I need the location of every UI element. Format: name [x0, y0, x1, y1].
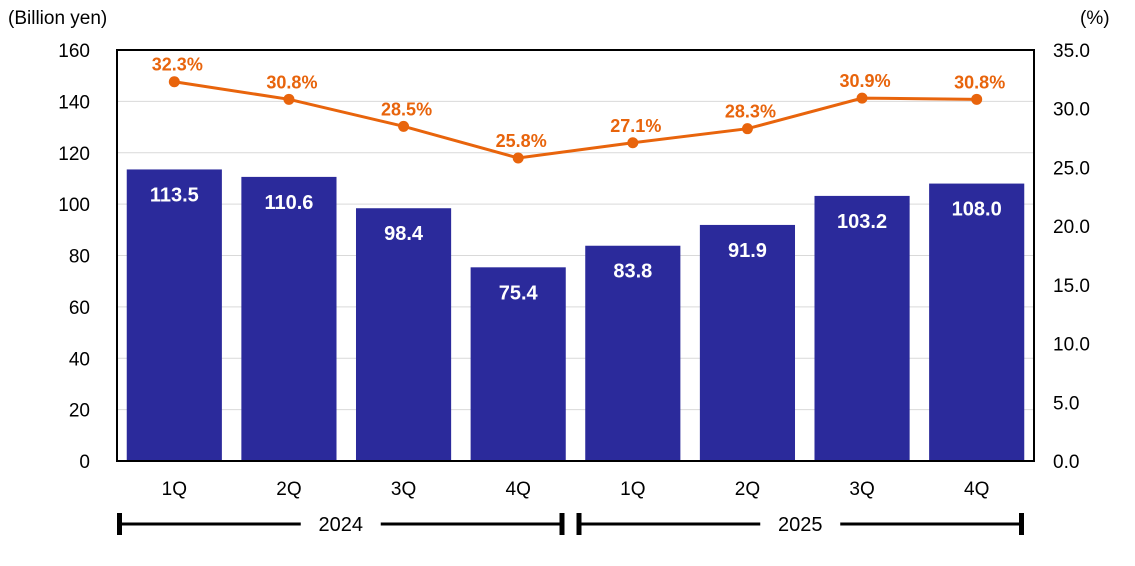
- bar: [126, 169, 222, 461]
- ratio-value-label: 25.8%: [496, 131, 547, 151]
- category-label: 4Q: [964, 479, 989, 500]
- category-label: 3Q: [391, 479, 416, 500]
- left-tick-label: 100: [58, 195, 90, 216]
- ratio-point: [512, 152, 524, 164]
- left-tick-label: 140: [58, 92, 90, 113]
- bracket-end: [1019, 513, 1024, 535]
- bar: [355, 208, 452, 461]
- bracket-end: [576, 513, 582, 535]
- right-tick-label: 20.0: [1053, 217, 1090, 238]
- category-label: 2Q: [735, 479, 760, 500]
- left-tick-label: 60: [69, 298, 90, 319]
- bar-value-label: 91.9: [728, 240, 767, 262]
- ratio-value-label: 30.8%: [266, 72, 317, 92]
- ratio-point: [627, 137, 639, 149]
- year-label: 2025: [778, 514, 823, 536]
- plot-frame: [116, 49, 1035, 462]
- x-axis: 1Q 2Q 3Q 4Q 1Q 2Q 3Q 4Q: [162, 479, 990, 500]
- ratio-point: [168, 76, 180, 88]
- bar: [699, 224, 796, 461]
- left-tick-label: 80: [69, 247, 90, 268]
- right-axis-unit: (%): [1080, 8, 1110, 29]
- bar: [585, 245, 681, 461]
- category-label: 3Q: [849, 479, 874, 500]
- year-label: 2024: [319, 514, 364, 536]
- right-tick-label: 5.0: [1053, 393, 1079, 414]
- ratio-point: [856, 92, 868, 104]
- bar-value-label: 83.8: [613, 261, 652, 283]
- left-axis: 0 20 40 60 80 100 120 140 160: [58, 41, 90, 473]
- category-label: 1Q: [162, 479, 187, 500]
- bar-value-label: 75.4: [499, 282, 539, 304]
- line-series: 32.3% 30.8% 28.5% 25.8% 27.1% 28.3% 30.9% 30.8%: [152, 55, 1005, 164]
- ratio-point: [741, 123, 753, 135]
- ratio-value-label: 30.8%: [954, 72, 1005, 92]
- right-tick-label: 0.0: [1053, 452, 1079, 473]
- bar-value-label: 113.5: [150, 184, 199, 206]
- bar-value-label: 110.6: [264, 192, 313, 214]
- category-label: 2Q: [276, 479, 301, 500]
- bar-series: 113.5 110.6 98.4 75.4 83.8 91.9 103.2 108.0: [126, 169, 1025, 462]
- bar: [929, 183, 1025, 461]
- bar: [470, 267, 566, 461]
- bar-value-label: 108.0: [952, 199, 1002, 221]
- left-tick-label: 160: [58, 41, 90, 62]
- right-tick-label: 25.0: [1053, 158, 1090, 179]
- ratio-point: [971, 93, 983, 105]
- bracket-end: [559, 513, 565, 535]
- bar: [814, 195, 910, 461]
- bar: [241, 176, 337, 462]
- category-label: 1Q: [620, 479, 645, 500]
- ratio-value-label: 28.3%: [725, 102, 776, 122]
- category-label: 4Q: [506, 479, 531, 500]
- left-tick-label: 20: [69, 401, 90, 422]
- left-tick-label: 120: [58, 144, 90, 165]
- ratio-point: [398, 120, 410, 132]
- bar-value-label: 98.4: [384, 223, 424, 245]
- left-tick-label: 0: [79, 452, 90, 473]
- right-tick-label: 30.0: [1053, 100, 1090, 121]
- ratio-value-label: 30.9%: [840, 71, 891, 91]
- left-axis-unit: (Billion yen): [8, 8, 107, 29]
- ratio-line: [174, 80, 977, 160]
- bracket-end: [117, 513, 122, 535]
- ratio-value-label: 28.5%: [381, 99, 432, 119]
- ratio-point: [283, 93, 295, 105]
- bar-value-label: 103.2: [837, 211, 887, 233]
- right-tick-label: 35.0: [1053, 41, 1090, 62]
- year-groups: 2024 2025: [117, 513, 1024, 536]
- right-axis: 0.0 5.0 10.0 15.0 20.0 25.0 30.0 35.0: [1053, 41, 1090, 473]
- ratio-value-label: 27.1%: [610, 116, 661, 136]
- left-tick-label: 40: [69, 349, 90, 370]
- right-tick-label: 10.0: [1053, 335, 1090, 356]
- ratio-value-label: 32.3%: [152, 55, 203, 75]
- right-tick-label: 15.0: [1053, 276, 1090, 297]
